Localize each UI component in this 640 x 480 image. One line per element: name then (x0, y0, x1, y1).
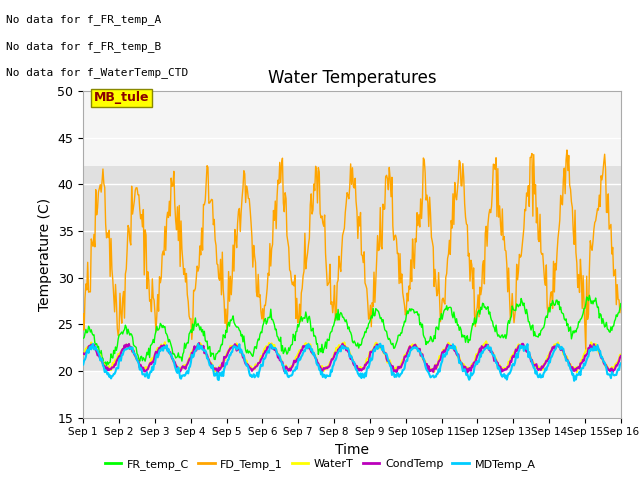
Legend: FR_temp_C, FD_Temp_1, WaterT, CondTemp, MDTemp_A: FR_temp_C, FD_Temp_1, WaterT, CondTemp, … (100, 455, 540, 474)
Text: No data for f_FR_temp_B: No data for f_FR_temp_B (6, 41, 162, 52)
Title: Water Temperatures: Water Temperatures (268, 69, 436, 87)
Text: No data for f_WaterTemp_CTD: No data for f_WaterTemp_CTD (6, 67, 189, 78)
X-axis label: Time: Time (335, 443, 369, 457)
Text: MB_tule: MB_tule (94, 91, 150, 104)
Y-axis label: Temperature (C): Temperature (C) (38, 198, 52, 311)
Text: No data for f_FR_temp_A: No data for f_FR_temp_A (6, 14, 162, 25)
Bar (83, 166, 621, 371)
